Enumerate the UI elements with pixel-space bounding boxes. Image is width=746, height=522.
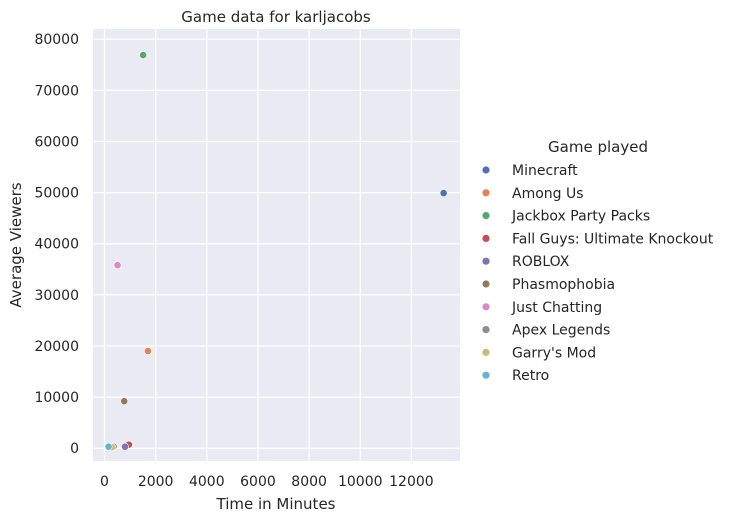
y-tick-label: 10000	[34, 390, 79, 406]
y-tick-label: 20000	[34, 339, 79, 355]
y-tick-label: 70000	[34, 83, 79, 99]
legend-label: Jackbox Party Packs	[511, 209, 650, 225]
data-point	[144, 347, 152, 355]
x-tick-label: 8000	[291, 474, 327, 490]
legend-marker	[482, 326, 490, 334]
x-tick-labels: 0 2000 4000 6000 8000 10000 12000	[100, 474, 434, 490]
x-tick-label: 2000	[138, 474, 174, 490]
legend-label: Phasmophobia	[512, 277, 615, 293]
legend-label: Minecraft	[512, 163, 578, 179]
legend-item: Garry's Mod	[482, 345, 596, 361]
legend-item: Phasmophobia	[482, 277, 615, 293]
y-tick-label: 80000	[34, 32, 79, 48]
legend-label: Garry's Mod	[512, 345, 596, 361]
legend-item: Jackbox Party Packs	[482, 209, 650, 225]
legend: Game played Minecraft Among Us Jackbox Par…	[482, 138, 714, 384]
y-tick-label: 30000	[34, 288, 79, 304]
legend-item: Retro	[482, 368, 549, 384]
data-points	[104, 51, 448, 452]
legend-label: Retro	[512, 368, 549, 384]
legend-marker	[482, 166, 490, 174]
legend-item: Among Us	[482, 186, 584, 202]
legend-label: Among Us	[512, 186, 584, 202]
legend-marker	[482, 189, 490, 197]
legend-item: Just Chatting	[482, 300, 602, 316]
legend-marker	[482, 234, 490, 242]
x-tick-label: 6000	[240, 474, 276, 490]
y-tick-label: 40000	[34, 237, 79, 253]
legend-item: ROBLOX	[482, 254, 570, 270]
plot-area	[93, 29, 460, 461]
legend-marker	[482, 348, 490, 356]
legend-marker	[482, 371, 490, 379]
legend-item: Apex Legends	[482, 323, 610, 339]
x-tick-label: 10000	[338, 474, 383, 490]
legend-title: Game played	[548, 138, 648, 156]
data-point	[139, 51, 148, 59]
legend-label: Apex Legends	[512, 323, 610, 339]
y-tick-labels: 0 10000 20000 30000 40000 50000 60000 70000 8000…	[34, 32, 79, 457]
x-axis-label: Time in Minutes	[216, 495, 336, 513]
legend-marker	[482, 280, 490, 288]
y-axis-label: Average Viewers	[7, 182, 25, 307]
legend-label: Just Chatting	[511, 300, 602, 316]
legend-label: Fall Guys: Ultimate Knockout	[512, 231, 714, 247]
data-point	[113, 261, 122, 270]
data-point	[120, 397, 129, 406]
chart-title: Game data for karljacobs	[181, 8, 371, 26]
y-tick-label: 0	[70, 441, 79, 457]
y-tick-label: 50000	[34, 186, 79, 202]
legend-marker	[482, 303, 490, 311]
data-point	[104, 442, 113, 451]
legend-item: Minecraft	[482, 163, 578, 179]
data-point	[121, 442, 129, 451]
data-point	[439, 189, 448, 198]
x-tick-label: 4000	[189, 474, 225, 490]
x-tick-label: 0	[100, 474, 109, 490]
y-tick-label: 60000	[34, 134, 79, 150]
legend-label: ROBLOX	[512, 254, 570, 270]
x-tick-label: 12000	[389, 474, 434, 490]
legend-marker	[482, 212, 490, 220]
legend-item: Fall Guys: Ultimate Knockout	[482, 231, 714, 247]
grid-lines	[93, 29, 460, 461]
legend-marker	[482, 257, 490, 265]
